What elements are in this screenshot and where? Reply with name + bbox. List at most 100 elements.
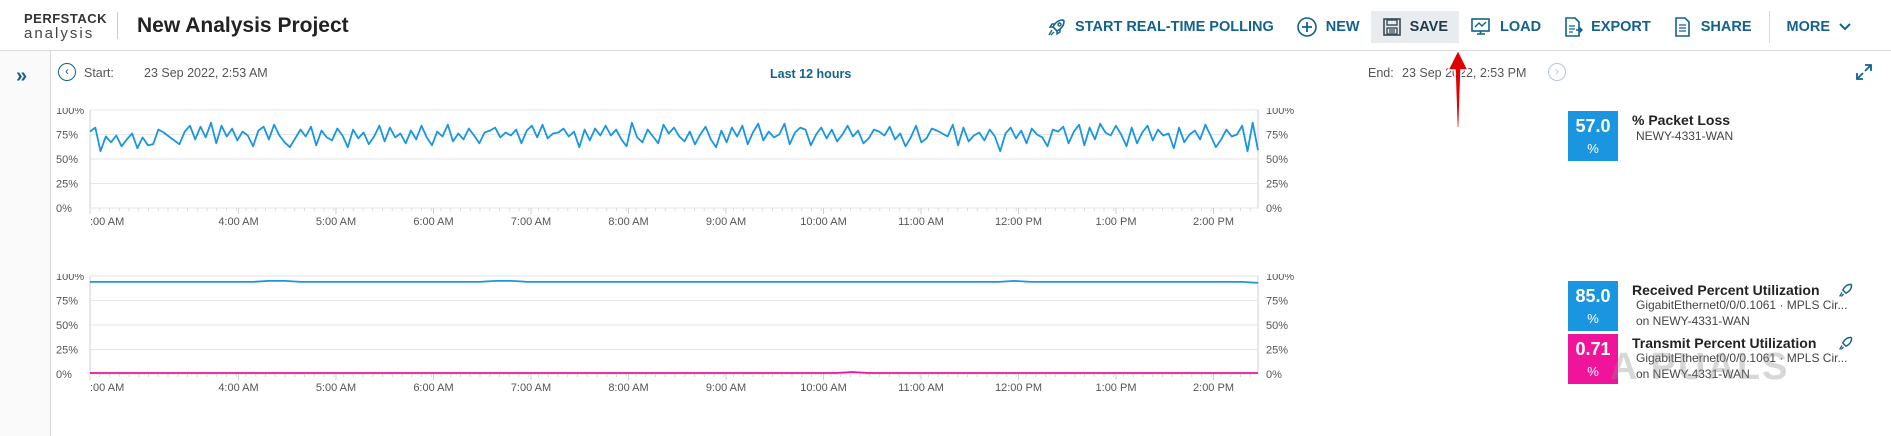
x-tick-label: :00 AM [90, 382, 124, 394]
y-tick-label-right: 75% [1266, 130, 1288, 142]
transmit-interface: GigabitEthernet0/0/0.1061 · MPLS Cir... [1636, 351, 1848, 365]
received-value-box: 85.0 % [1568, 281, 1618, 331]
y-tick-label-left: 50% [56, 154, 78, 166]
x-tick-label: 4:00 AM [218, 382, 258, 394]
x-tick-label: 4:00 AM [218, 216, 258, 228]
x-tick-label: 8:00 AM [608, 216, 648, 228]
x-tick-label: 12:00 PM [995, 216, 1042, 228]
y-tick-label-right: 50% [1266, 320, 1288, 332]
app-header: PERFSTACK analysis New Analysis Project … [0, 0, 1891, 51]
save-icon [1382, 18, 1401, 36]
received-node: on NEWY-4331-WAN [1636, 314, 1750, 328]
y-tick-label-left: 0% [56, 203, 72, 215]
new-button[interactable]: NEW [1285, 11, 1371, 43]
export-button[interactable]: EXPORT [1552, 11, 1662, 43]
packet-loss-value: 57.0 [1575, 116, 1611, 136]
transmit-value: 0.71 [1575, 339, 1611, 359]
x-tick-label: 10:00 AM [800, 382, 846, 394]
more-button[interactable]: MORE [1776, 11, 1872, 43]
time-range-selector[interactable]: Last 12 hours [770, 67, 852, 81]
toolbar: START REAL-TIME POLLING NEW SAVE [1036, 11, 1871, 43]
x-tick-label: 5:00 AM [316, 382, 356, 394]
x-tick-label: 7:00 AM [511, 216, 551, 228]
series-line [90, 371, 1258, 374]
fullscreen-icon[interactable] [1855, 63, 1873, 81]
load-label: LOAD [1500, 19, 1542, 35]
left-rail: » [0, 51, 51, 436]
logo-divider [117, 12, 118, 39]
transmit-value-box: 0.71 % [1568, 334, 1618, 384]
y-tick-label-right: 0% [1266, 203, 1282, 215]
utilization-chart[interactable]: 100% 100% 75% 75% 50% 50% 25% 25% 0% 0%:00 AM 4:00… [52, 274, 1562, 434]
load-icon [1471, 18, 1490, 35]
x-tick-label: 8:00 AM [608, 382, 648, 394]
previous-time-button[interactable]: ‹ [58, 63, 76, 81]
y-tick-label-right: 25% [1266, 179, 1288, 191]
y-tick-label-left: 50% [56, 320, 78, 332]
packet-loss-value-box: 57.0 % [1568, 111, 1618, 161]
plus-circle-icon [1296, 17, 1317, 37]
transmit-node: on NEWY-4331-WAN [1636, 367, 1750, 381]
x-tick-label: 2:00 PM [1193, 216, 1234, 228]
rocket-icon[interactable] [1838, 335, 1854, 351]
y-tick-label-left: 100% [56, 108, 84, 117]
series-line [89, 121, 1259, 153]
annotation-arrow [1446, 48, 1470, 129]
logo-bottom-text: analysis [24, 25, 95, 42]
chevron-down-icon [1839, 23, 1851, 31]
start-label: Start: [84, 66, 114, 80]
y-tick-label-left: 25% [56, 345, 78, 357]
packet-loss-node: NEWY-4331-WAN [1636, 129, 1734, 143]
transmit-title[interactable]: Transmit Percent Utilization [1632, 335, 1817, 351]
y-tick-label-right: 75% [1266, 296, 1288, 308]
received-interface: GigabitEthernet0/0/0.1061 · MPLS Cir... [1636, 298, 1848, 312]
logo-top-text: PERFSTACK [24, 11, 107, 26]
load-button[interactable]: LOAD [1459, 11, 1552, 43]
start-time-value[interactable]: 23 Sep 2022, 2:53 AM [144, 66, 268, 80]
x-tick-label: 10:00 AM [800, 216, 846, 228]
share-icon [1674, 17, 1690, 37]
x-tick-label: 11:00 AM [898, 382, 944, 394]
packet-loss-title[interactable]: % Packet Loss [1632, 112, 1731, 128]
y-tick-label-left: 75% [56, 296, 78, 308]
received-title[interactable]: Received Percent Utilization [1632, 282, 1820, 298]
y-tick-label-right: 50% [1266, 154, 1288, 166]
more-label: MORE [1786, 19, 1831, 35]
x-tick-label: 7:00 AM [511, 382, 551, 394]
x-tick-label: 5:00 AM [316, 216, 356, 228]
share-button[interactable]: SHARE [1662, 11, 1763, 43]
packet-loss-chart[interactable]: 100% 100% 75% 75% 50% 50% 25% 25% 0% 0%:00 AM 4:00… [52, 108, 1562, 268]
x-tick-label: 12:00 PM [995, 382, 1042, 394]
perfstack-logo: PERFSTACK analysis [24, 12, 107, 41]
packet-loss-unit: % [1587, 141, 1599, 156]
x-tick-label: 6:00 AM [413, 382, 453, 394]
rocket-icon [1048, 19, 1065, 36]
expand-panel-icon[interactable]: » [16, 65, 28, 87]
series-line [90, 280, 1259, 284]
y-tick-label-left: 100% [56, 274, 84, 283]
x-tick-label: 9:00 AM [706, 382, 746, 394]
export-label: EXPORT [1591, 19, 1651, 35]
y-tick-label-right: 100% [1266, 274, 1294, 283]
next-time-button[interactable]: › [1548, 63, 1566, 81]
start-polling-button[interactable]: START REAL-TIME POLLING [1036, 11, 1285, 43]
y-tick-label-left: 75% [56, 130, 78, 142]
y-tick-label-right: 100% [1266, 108, 1294, 117]
watermark: A PUALS [1610, 346, 1790, 388]
x-tick-label: 9:00 AM [706, 216, 746, 228]
end-time-value[interactable]: 23 Sep 2022, 2:53 PM [1402, 66, 1527, 80]
y-tick-label-left: 25% [56, 179, 78, 191]
toolbar-separator [1768, 11, 1770, 43]
start-polling-label: START REAL-TIME POLLING [1075, 19, 1274, 35]
received-unit: % [1587, 311, 1599, 326]
transmit-unit: % [1587, 364, 1599, 379]
rocket-icon[interactable] [1838, 282, 1854, 298]
project-title: New Analysis Project [137, 14, 349, 37]
save-button[interactable]: SAVE [1370, 11, 1460, 43]
y-tick-label-right: 0% [1266, 369, 1282, 381]
new-label: NEW [1325, 19, 1360, 35]
x-tick-label: 1:00 PM [1096, 382, 1137, 394]
x-tick-label: 11:00 AM [898, 216, 944, 228]
x-tick-label: 1:00 PM [1096, 216, 1137, 228]
y-tick-label-left: 0% [56, 369, 72, 381]
